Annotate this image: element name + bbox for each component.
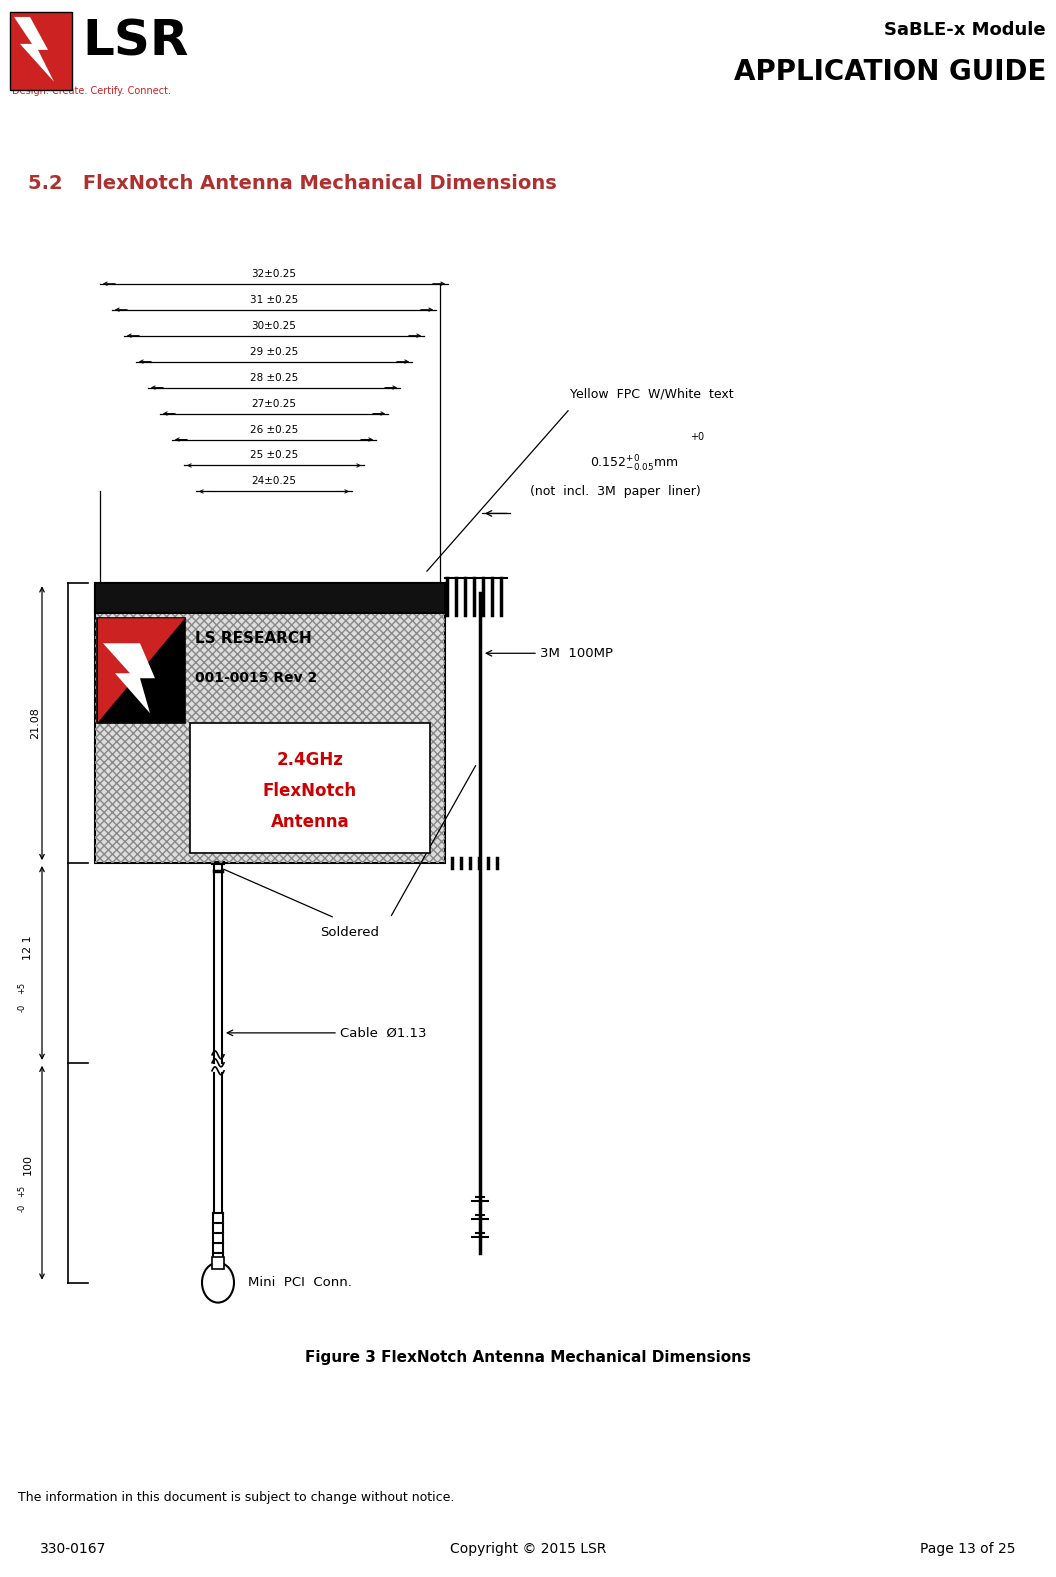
Text: Soldered: Soldered (321, 926, 379, 940)
Text: -0: -0 (18, 1203, 26, 1211)
Text: 29 ±0.25: 29 ±0.25 (250, 347, 298, 356)
Bar (95, 583, 445, 863)
Text: 12 1: 12 1 (23, 935, 33, 960)
Text: 001-0015 Rev 2: 001-0015 Rev 2 (195, 672, 317, 686)
Text: LS RESEARCH: LS RESEARCH (195, 631, 312, 647)
Text: +5: +5 (18, 982, 26, 994)
Text: +0: +0 (690, 432, 704, 442)
Bar (190, 724, 430, 853)
Text: 0.152$^{+0}_{-0.05}$mm: 0.152$^{+0}_{-0.05}$mm (590, 454, 678, 473)
Text: 26 ±0.25: 26 ±0.25 (250, 424, 298, 435)
Text: -0: -0 (18, 1005, 26, 1012)
Text: FlexNotch: FlexNotch (263, 782, 357, 800)
Text: 24±0.25: 24±0.25 (251, 476, 297, 486)
Text: 2.4GHz: 2.4GHz (277, 751, 343, 768)
Bar (95, 583, 445, 863)
Bar (10, 13, 72, 90)
Text: Copyright © 2015 LSR: Copyright © 2015 LSR (450, 1542, 606, 1556)
Text: 25 ±0.25: 25 ±0.25 (250, 451, 298, 460)
Text: LSR: LSR (82, 17, 188, 66)
Text: 28 ±0.25: 28 ±0.25 (250, 372, 298, 383)
Text: 27±0.25: 27±0.25 (251, 399, 297, 408)
Text: Figure 3 FlexNotch Antenna Mechanical Dimensions: Figure 3 FlexNotch Antenna Mechanical Di… (305, 1350, 751, 1366)
Bar (97, 618, 185, 724)
Text: SaBLE-x Module: SaBLE-x Module (884, 21, 1046, 39)
Text: 31 ±0.25: 31 ±0.25 (250, 295, 298, 304)
Text: The information in this document is subject to change without notice.: The information in this document is subj… (18, 1490, 454, 1504)
Text: Cable  Ø1.13: Cable Ø1.13 (340, 1027, 427, 1039)
Ellipse shape (202, 1263, 234, 1303)
Text: Mini  PCI  Conn.: Mini PCI Conn. (248, 1276, 352, 1288)
Text: 32±0.25: 32±0.25 (251, 268, 297, 279)
Bar (95, 583, 445, 613)
Text: APPLICATION GUIDE: APPLICATION GUIDE (734, 58, 1046, 85)
Bar (10, 13, 72, 90)
Text: 100: 100 (23, 1154, 33, 1175)
Text: 5.2   FlexNotch Antenna Mechanical Dimensions: 5.2 FlexNotch Antenna Mechanical Dimensi… (29, 173, 557, 192)
Text: Design. Create. Certify. Connect.: Design. Create. Certify. Connect. (12, 85, 171, 96)
Bar (212, 1257, 224, 1268)
Text: Yellow  FPC  W/White  text: Yellow FPC W/White text (570, 386, 734, 401)
Polygon shape (103, 643, 155, 713)
Text: +5: +5 (18, 1184, 26, 1197)
Text: 3M  100MP: 3M 100MP (540, 647, 612, 659)
Text: Page 13 of 25: Page 13 of 25 (921, 1542, 1016, 1556)
Text: 30±0.25: 30±0.25 (251, 320, 297, 331)
Text: Antenna: Antenna (270, 812, 350, 831)
Text: 21.08: 21.08 (30, 706, 40, 740)
Polygon shape (14, 17, 54, 82)
Text: 330-0167: 330-0167 (40, 1542, 107, 1556)
Polygon shape (98, 618, 185, 722)
Text: (not  incl.  3M  paper  liner): (not incl. 3M paper liner) (530, 486, 701, 498)
